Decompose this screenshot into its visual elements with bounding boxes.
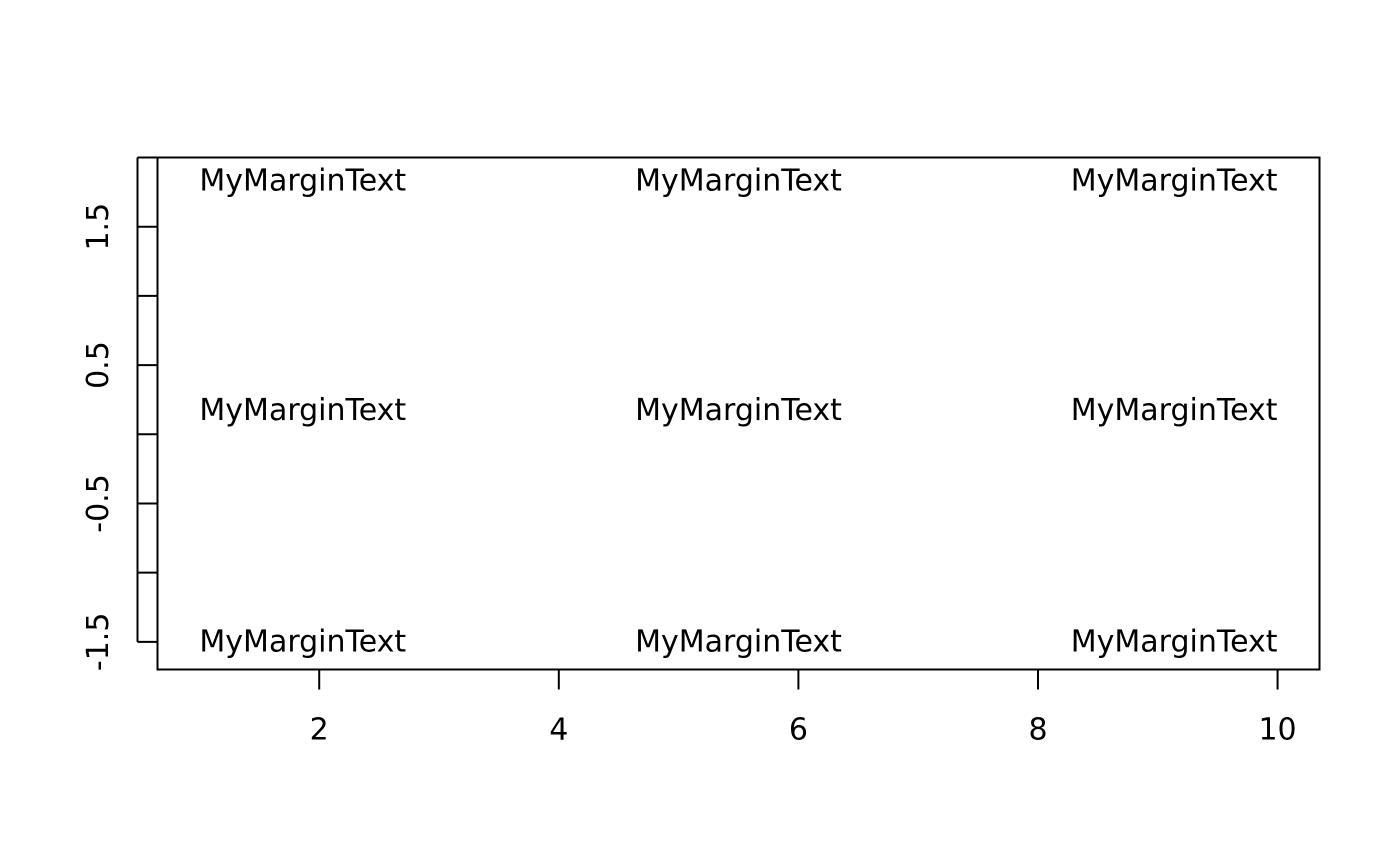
y-axis: -1.5 -0.5 0.5 1.5 (81, 156, 158, 672)
x-tick-label: 10 (1258, 713, 1296, 748)
margin-text-annotation: MyMarginText (1071, 164, 1278, 199)
y-tick-label: -0.5 (81, 474, 116, 533)
margin-text-annotation: MyMarginText (1071, 624, 1278, 659)
margin-text-annotation: MyMarginText (635, 624, 842, 659)
margin-text-annotation: MyMarginText (199, 624, 406, 659)
x-tick-label: 6 (789, 713, 808, 748)
y-tick-label: 1.5 (81, 203, 116, 251)
margin-text-annotation: MyMarginText (635, 393, 842, 428)
y-tick-label: 0.5 (81, 341, 116, 389)
margin-text-annotation: MyMarginText (635, 164, 842, 199)
y-tick-label: -1.5 (81, 613, 116, 672)
annotations: MyMarginText MyMarginText MyMarginText MyMa… (199, 164, 1277, 660)
x-tick-label: 8 (1028, 713, 1047, 748)
margin-text-annotation: MyMarginText (1071, 393, 1278, 428)
x-axis: 2 4 6 8 10 (310, 668, 1297, 748)
margin-text-annotation: MyMarginText (199, 164, 406, 199)
x-tick-label: 4 (549, 713, 568, 748)
margin-text-annotation: MyMarginText (199, 393, 406, 428)
x-tick-label: 2 (310, 713, 329, 748)
